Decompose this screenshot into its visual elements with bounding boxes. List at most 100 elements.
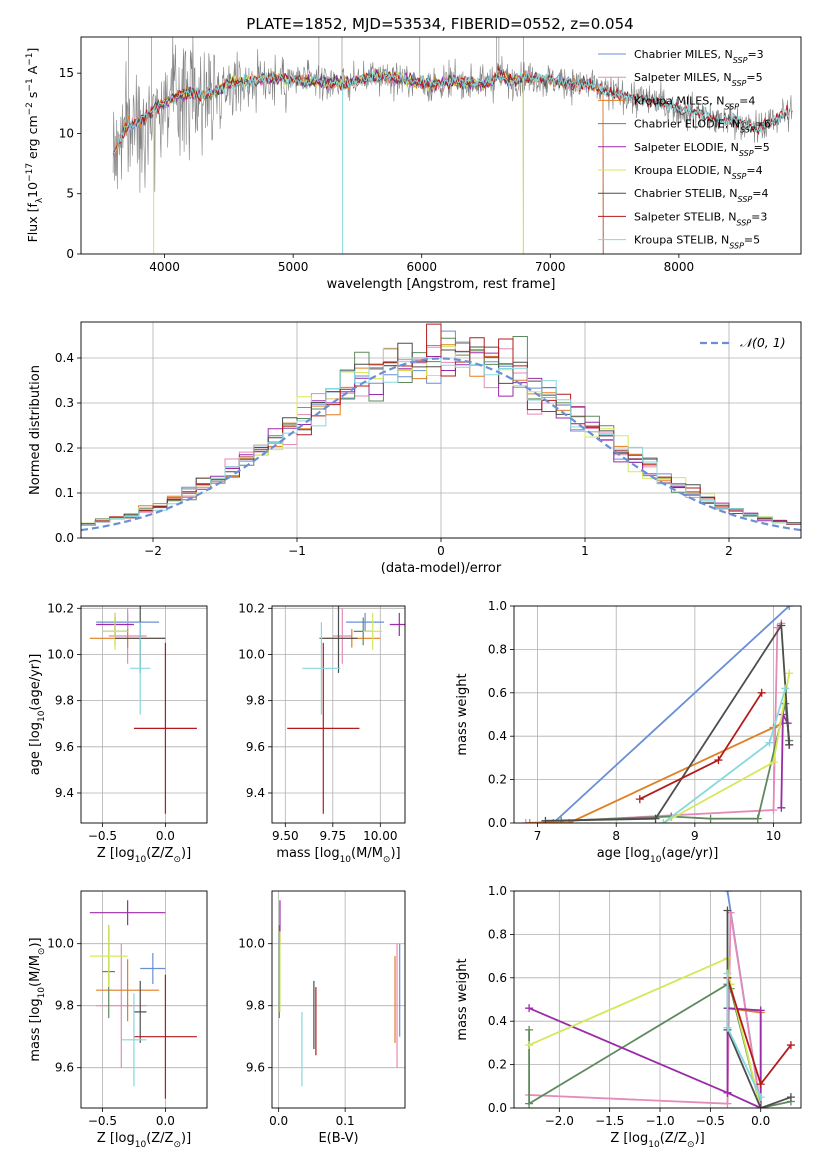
axes-spectrum: 4000 5000 6000 7000 8000 0 5 10 15 wavelength [An… <box>25 36 802 292</box>
x-axis-label: (data-model)/error <box>381 561 502 576</box>
x-tick-label: 10 <box>766 829 781 843</box>
legend-label: Kroupa STELIB, NSSP=5 <box>634 234 760 251</box>
y-tick-label: 0.6 <box>488 971 507 985</box>
ticks-age-vs-mass: 9.50 9.75 10.00 9.4 9.6 9.8 10.0 10.2 <box>238 601 397 843</box>
y-tick-label: 1.0 <box>488 599 507 613</box>
x-axis-label: Z [log10(Z/Z⊙)] <box>97 1131 191 1150</box>
weight-marker <box>525 1041 534 1050</box>
y-axis-label: mass weight <box>455 958 470 1040</box>
y-tick-label: 0.0 <box>488 1101 507 1115</box>
legend-label: 𝒩(0, 1) <box>740 335 786 350</box>
y-tick-label: 0.3 <box>55 396 74 410</box>
y-axis-label: mass [log10(M/M⊙)] <box>28 937 47 1061</box>
x-axis-label: Z [log10(Z/Z⊙)] <box>97 846 191 865</box>
x-tick-label: 0.0 <box>156 1114 175 1128</box>
errorbar-point <box>133 642 197 814</box>
weight-marker <box>723 1088 732 1097</box>
weight-marker <box>723 1023 732 1032</box>
errorbar-point <box>89 900 166 926</box>
y-tick-label: 0.0 <box>488 816 507 830</box>
weight-marker <box>781 684 790 693</box>
errorbar-point <box>89 925 128 988</box>
y-axis-label: Normed distribution <box>28 365 43 495</box>
errorbar-point <box>389 612 405 637</box>
plot-area-weight-vs-Z <box>525 891 795 1108</box>
weight-marker <box>714 756 723 765</box>
y-tick-label: 9.4 <box>55 786 74 800</box>
axes-mass-vs-ebv: 0.0 0.1 9.6 9.8 10.0 E(B-V) <box>238 890 406 1146</box>
weight-marker <box>785 606 794 610</box>
gaussian-curve <box>81 357 801 532</box>
errorbar-point <box>96 959 160 1022</box>
x-tick-label: 0.0 <box>751 1114 770 1128</box>
weight-marker <box>769 758 778 767</box>
weight-series <box>723 969 765 1102</box>
weight-marker <box>756 1104 765 1108</box>
y-tick-label: 9.6 <box>246 1061 265 1075</box>
y-tick-label: 10.2 <box>47 601 74 615</box>
x-tick-label: 7000 <box>535 260 566 274</box>
plot-area-mass-vs-ebv <box>278 900 401 1087</box>
y-tick-label: 0.8 <box>488 927 507 941</box>
weight-series <box>659 684 790 823</box>
weight-marker <box>756 1093 765 1102</box>
errorbar-point <box>302 622 341 715</box>
x-tick-label: −1 <box>288 544 306 558</box>
y-tick-label: 9.6 <box>55 740 74 754</box>
ticks-residuals: −2 −1 0 1 2 0.0 0.1 0.2 0.3 0.4 <box>55 351 733 558</box>
x-axis-label: E(B-V) <box>318 1131 358 1146</box>
y-tick-label: 10.0 <box>47 937 74 951</box>
errorbar-point <box>332 608 352 664</box>
weight-marker <box>541 816 550 823</box>
weight-marker <box>781 699 790 708</box>
y-tick-label: 0 <box>66 247 74 261</box>
legend-label: Kroupa ELODIE, NSSP=4 <box>634 164 763 181</box>
weight-marker <box>777 621 786 630</box>
weight-marker <box>723 891 732 895</box>
y-tick-label: 0.4 <box>55 351 74 365</box>
x-tick-label: 10.00 <box>363 829 397 843</box>
weight-marker <box>756 1080 765 1089</box>
x-axis-label: wavelength [Angstrom, rest frame] <box>327 277 556 292</box>
y-axis-label: mass weight <box>455 673 470 755</box>
y-tick-label: 9.8 <box>246 694 265 708</box>
y-tick-label: 9.8 <box>55 999 74 1013</box>
weight-marker <box>525 1004 534 1013</box>
x-tick-label: 8 <box>612 829 620 843</box>
errorbar-point <box>121 993 147 1087</box>
errorbar-point <box>319 606 358 673</box>
weight-marker <box>651 814 660 823</box>
errorbar-point <box>140 953 166 984</box>
y-axis-label: Flux [fλ10−17 erg cm−2 s−1 A−1] <box>25 48 45 243</box>
weight-marker <box>521 819 530 823</box>
grid-age-vs-Z <box>81 606 207 823</box>
x-tick-label: 4000 <box>149 260 180 274</box>
y-axis-label: age [log10(age/yr)] <box>28 654 47 776</box>
x-tick-label: 1 <box>581 544 589 558</box>
y-tick-label: 1.0 <box>488 884 507 898</box>
y-tick-label: 15 <box>59 66 74 80</box>
errorbar-point <box>346 612 385 632</box>
ticks-age-vs-Z: −0.5 0.0 9.4 9.6 9.8 10.0 10.2 <box>47 601 175 843</box>
weight-marker <box>525 819 534 823</box>
x-tick-label: −1.5 <box>595 1114 624 1128</box>
weight-marker <box>785 669 794 678</box>
weight-line <box>561 703 791 822</box>
axes-frame <box>80 321 802 539</box>
weight-marker <box>723 1099 732 1108</box>
x-tick-label: 6000 <box>406 260 437 274</box>
x-tick-label: −0.5 <box>696 1114 725 1128</box>
y-tick-label: 9.8 <box>246 999 265 1013</box>
model-line <box>112 69 789 155</box>
weight-marker <box>765 738 774 747</box>
histogram-kroupa-stelib <box>81 357 801 538</box>
plot-area-residuals <box>81 323 801 538</box>
weight-marker <box>769 805 778 814</box>
y-tick-label: 10.2 <box>238 601 265 615</box>
x-tick-label: 0 <box>437 544 445 558</box>
legend-label: Chabrier ELODIE, NSSP=6 <box>634 118 771 135</box>
legend-label: Chabrier MILES, NSSP=3 <box>634 48 764 65</box>
ticks-weight-vs-age: 7 8 9 10 0.0 0.2 0.4 0.6 0.8 1.0 <box>488 599 781 843</box>
x-tick-label: 9.50 <box>272 829 299 843</box>
